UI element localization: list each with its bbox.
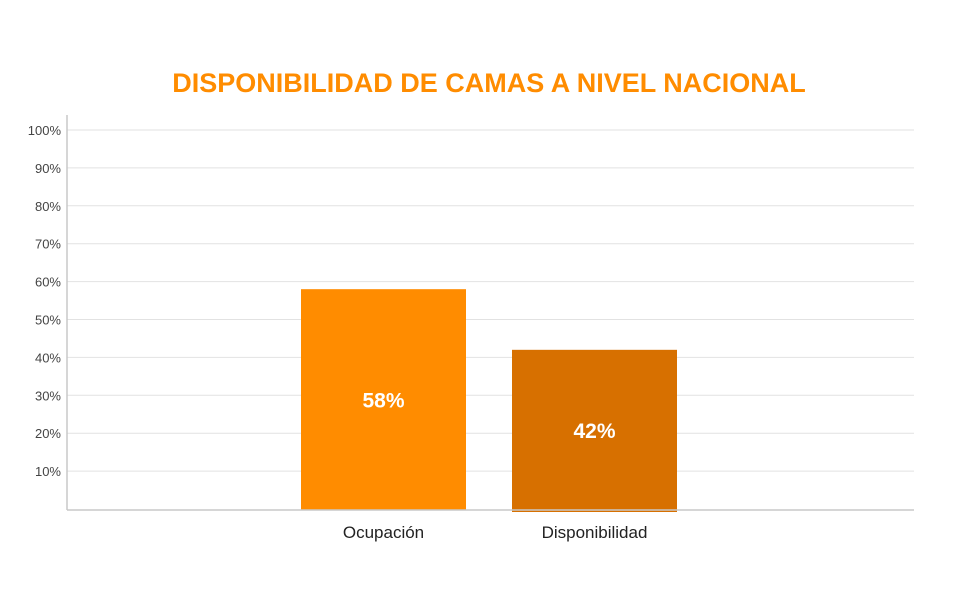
chart-title: DISPONIBILIDAD DE CAMAS A NIVEL NACIONAL bbox=[172, 68, 806, 98]
y-tick-label: 20% bbox=[35, 426, 61, 441]
x-axis-labels: Ocupación Disponibilidad bbox=[343, 523, 648, 542]
bars: 58% 42% bbox=[301, 289, 677, 512]
y-tick-label: 80% bbox=[35, 199, 61, 214]
y-tick-label: 70% bbox=[35, 237, 61, 252]
data-label: 58% bbox=[362, 390, 404, 413]
data-label: 42% bbox=[573, 420, 615, 443]
y-tick-label: 100% bbox=[28, 123, 62, 138]
y-tick-label: 10% bbox=[35, 464, 61, 479]
bar-ocupación bbox=[301, 289, 466, 510]
y-tick-label: 30% bbox=[35, 388, 61, 403]
gridlines bbox=[67, 129, 914, 472]
y-tick-label: 40% bbox=[35, 350, 61, 365]
x-category-label: Disponibilidad bbox=[542, 523, 648, 542]
y-axis-ticks: 10% 20% 30% 40% 50% 60% 70% 80% 90% 100% bbox=[28, 123, 62, 479]
bar-disponibilidad bbox=[512, 349, 677, 512]
y-tick-label: 50% bbox=[35, 313, 61, 328]
y-tick-label: 90% bbox=[35, 161, 61, 176]
x-category-label: Ocupación bbox=[343, 523, 424, 542]
y-tick-label: 60% bbox=[35, 275, 61, 290]
